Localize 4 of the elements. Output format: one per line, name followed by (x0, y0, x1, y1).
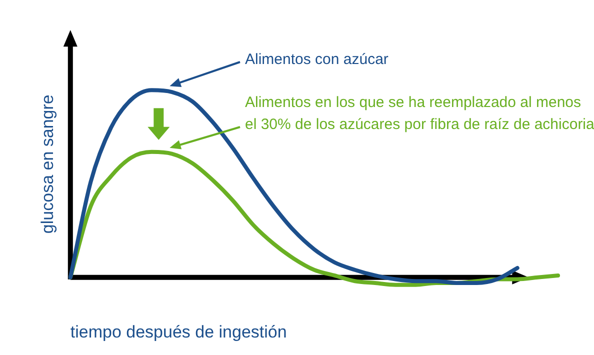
text: Alimentos con azúcar (245, 51, 388, 68)
text: Alimentos en los que se ha reemplazado al menos el 30% de los azúcares por fibra de raíz de achicoria (245, 94, 594, 134)
y-axis-title: glucosa en sangre (38, 94, 57, 234)
x-axis-title: tiempo después de ingestión (70, 322, 287, 342)
